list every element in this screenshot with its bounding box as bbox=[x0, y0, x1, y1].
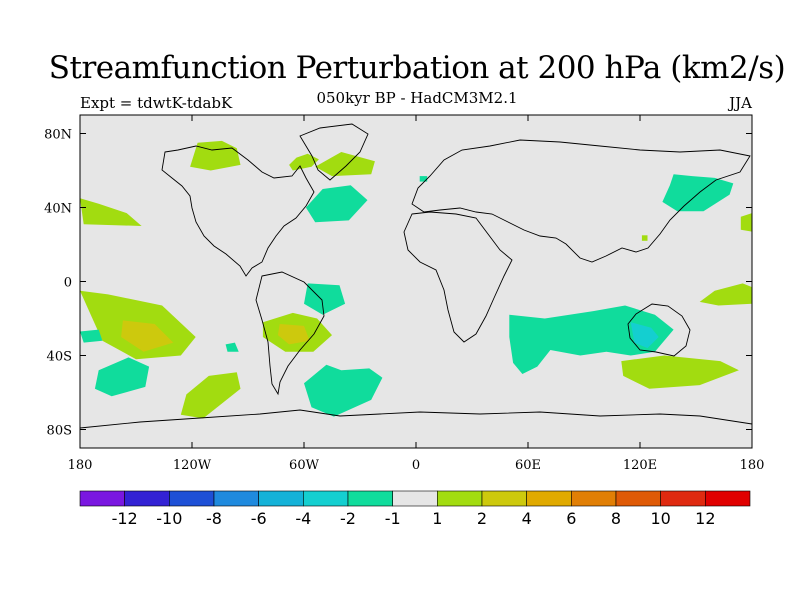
contour-region-3 bbox=[305, 185, 368, 223]
colorbar-swatch-9 bbox=[481, 490, 527, 507]
contour-region-19 bbox=[662, 174, 734, 212]
coastline-greenland bbox=[299, 123, 369, 181]
chart-title: Streamfunction Perturbation at 200 hPa (… bbox=[48, 50, 786, 86]
colorbar-label: 8 bbox=[611, 509, 621, 528]
colorbar-label: 12 bbox=[695, 509, 715, 528]
y-tick-label: 40N bbox=[44, 202, 72, 217]
contour-region-21 bbox=[419, 176, 428, 182]
colorbar-label: -2 bbox=[340, 509, 356, 528]
y-tick-label: 80S bbox=[47, 424, 72, 439]
x-tick-label: 60W bbox=[289, 458, 320, 473]
contour-region-15 bbox=[509, 305, 674, 374]
contour-region-6 bbox=[80, 198, 142, 226]
colorbar-swatch-7 bbox=[392, 490, 438, 507]
contour-regions bbox=[80, 140, 752, 419]
x-tick-label: 0 bbox=[412, 458, 420, 473]
colorbar-swatch-8 bbox=[437, 490, 483, 507]
contour-region-16 bbox=[630, 322, 659, 349]
colorbar-label: -10 bbox=[156, 509, 182, 528]
colorbar-swatch-12 bbox=[615, 490, 661, 507]
colorbar-swatch-5 bbox=[303, 490, 349, 507]
coastlines bbox=[79, 123, 753, 429]
colorbar-swatch-0 bbox=[79, 490, 125, 507]
x-tick-label: 60E bbox=[515, 458, 541, 473]
experiment-label: Expt = tdwtK-tdabK bbox=[80, 94, 233, 112]
colorbar-swatch-2 bbox=[169, 490, 215, 507]
coastline-eurasia bbox=[411, 139, 751, 263]
colorbar-label: -6 bbox=[251, 509, 267, 528]
contour-region-2 bbox=[315, 152, 375, 177]
contour-region-8 bbox=[121, 320, 174, 352]
colorbar-label: 4 bbox=[522, 509, 532, 528]
colorbar-swatch-13 bbox=[660, 490, 706, 507]
map-background bbox=[80, 115, 752, 448]
colorbar-swatch-4 bbox=[258, 490, 304, 507]
colorbar-label: -12 bbox=[112, 509, 138, 528]
contour-region-14 bbox=[277, 324, 310, 345]
contour-region-18 bbox=[699, 283, 752, 306]
contour-region-12 bbox=[225, 342, 239, 352]
coastline-south-america bbox=[255, 271, 325, 396]
colorbar-swatch-3 bbox=[213, 490, 259, 507]
colorbar-label: 10 bbox=[650, 509, 670, 528]
contour-region-4 bbox=[304, 283, 346, 315]
coastline-australia bbox=[627, 303, 691, 357]
x-tick-label: 120W bbox=[173, 458, 212, 473]
chart-subtitle: 050kyr BP - HadCM3M2.1 bbox=[316, 89, 518, 107]
x-axis: 180 120W 60W 0 60E 120E 180 bbox=[68, 115, 765, 473]
y-tick-label: 80N bbox=[44, 128, 72, 143]
x-tick-label: 120E bbox=[623, 458, 657, 473]
contour-region-20 bbox=[740, 213, 752, 232]
y-tick-label: 40S bbox=[47, 350, 72, 365]
colorbar-label: -1 bbox=[385, 509, 401, 528]
colorbar: -12 -10 -8 -6 -4 -2 -1 1 2 4 6 8 10 12 bbox=[79, 490, 751, 528]
colorbar-swatch-1 bbox=[124, 490, 170, 507]
contour-region-22 bbox=[641, 235, 648, 241]
contour-region-5 bbox=[304, 364, 383, 417]
season-label: JJA bbox=[729, 94, 752, 112]
colorbar-label: 2 bbox=[477, 509, 487, 528]
contour-region-10 bbox=[94, 357, 150, 397]
colorbar-swatch-6 bbox=[347, 490, 393, 507]
colorbar-label: -8 bbox=[206, 509, 222, 528]
coastline-antarctica bbox=[79, 409, 753, 429]
x-tick-label: 180 bbox=[68, 458, 93, 473]
coastline-north-america bbox=[161, 145, 315, 277]
colorbar-swatch-10 bbox=[526, 490, 572, 507]
colorbar-label: -4 bbox=[295, 509, 311, 528]
map-area bbox=[79, 114, 753, 449]
coastline-africa bbox=[403, 211, 513, 343]
x-tick-label: 180 bbox=[740, 458, 765, 473]
contour-region-11 bbox=[180, 372, 241, 419]
colorbar-swatch-11 bbox=[571, 490, 617, 507]
colorbar-label: 6 bbox=[566, 509, 576, 528]
y-axis: 80N 40N 0 40S 80S bbox=[44, 128, 752, 439]
colorbar-swatch-14 bbox=[705, 490, 751, 507]
colorbar-label: 1 bbox=[432, 509, 442, 528]
contour-region-17 bbox=[621, 355, 739, 389]
y-tick-label: 0 bbox=[64, 276, 72, 291]
contour-region-1 bbox=[289, 153, 319, 171]
contour-region-9 bbox=[80, 329, 103, 343]
